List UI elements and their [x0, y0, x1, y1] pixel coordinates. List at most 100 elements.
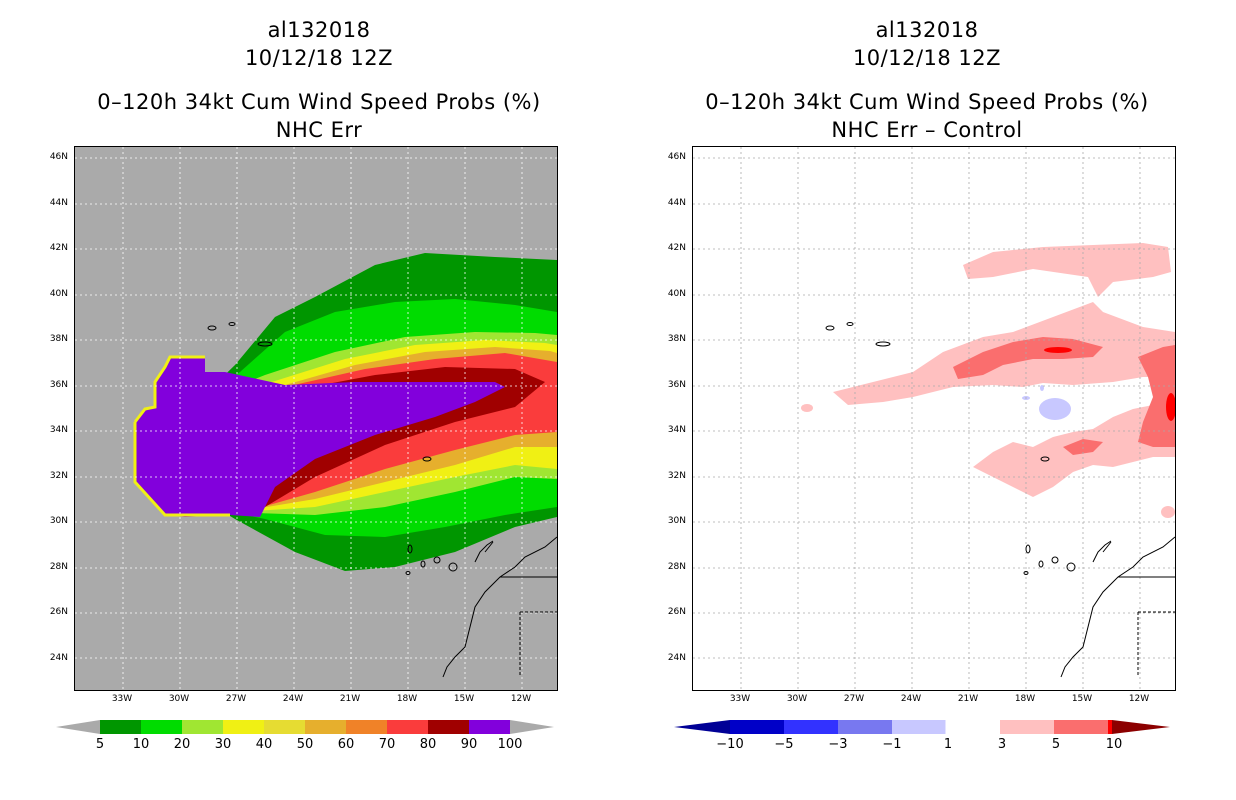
left-colorbar-low-arrow — [56, 720, 100, 734]
right-lat-label: 36N — [667, 380, 686, 390]
left-colorbar-box — [305, 720, 346, 734]
left-colorbar-label: 70 — [378, 737, 396, 752]
right-lon-label: 18W — [1014, 694, 1036, 704]
left-panel: al132018 10/12/18 12Z 0–120h 34kt Cum Wi… — [49, 18, 558, 752]
left-colorbar-box — [182, 720, 223, 734]
right-lat-label: 42N — [667, 243, 686, 253]
left-lon-label: 30W — [168, 694, 190, 704]
right-product-title: 0–120h 34kt Cum Wind Speed Probs (%) — [705, 90, 1149, 114]
right-lat-label: 34N — [667, 425, 686, 435]
left-colorbar — [56, 720, 554, 734]
left-lat-label: 26N — [49, 607, 68, 617]
left-lat-label: 34N — [49, 425, 68, 435]
left-lon-label: 33W — [111, 694, 133, 704]
left-colorbar-label: 5 — [95, 737, 105, 752]
right-lat-label: 38N — [667, 334, 686, 344]
right-lat-label: 28N — [667, 562, 686, 572]
right-colorbar-high-arrow — [1112, 720, 1170, 734]
right-colorbar-box — [784, 720, 838, 734]
right-lat-label: 26N — [667, 607, 686, 617]
left-lon-label: 18W — [396, 694, 418, 704]
left-colorbar-high-arrow — [510, 720, 554, 734]
left-colorbar-label: 50 — [296, 737, 314, 752]
left-lat-label: 42N — [49, 243, 68, 253]
right-lon-label: 15W — [1071, 694, 1093, 704]
left-lat-label: 46N — [49, 152, 68, 162]
left-subtitle: NHC Err — [275, 118, 363, 142]
right-lon-label: 27W — [843, 694, 865, 704]
right-lat-label: 32N — [667, 471, 686, 481]
right-lat-label: 24N — [667, 653, 686, 663]
right-lon-label: 21W — [957, 694, 979, 704]
right-colorbar-label: −5 — [774, 737, 794, 752]
right-colorbar-label: 1 — [943, 737, 953, 752]
right-colorbar-label: −3 — [828, 737, 848, 752]
left-colorbar-label: 60 — [337, 737, 355, 752]
left-lon-label: 21W — [339, 694, 361, 704]
left-lat-label: 24N — [49, 653, 68, 663]
left-product-title: 0–120h 34kt Cum Wind Speed Probs (%) — [97, 90, 541, 114]
prob-100-contour — [135, 357, 505, 517]
right-lat-label: 40N — [667, 289, 686, 299]
left-lat-label: 38N — [49, 334, 68, 344]
right-panel: al132018 10/12/18 12Z 0–120h 34kt Cum Wi… — [618, 0, 1236, 800]
left-colorbar-label: 100 — [497, 737, 523, 752]
right-colorbar-label: −10 — [716, 737, 744, 752]
right-lon-label: 24W — [900, 694, 922, 704]
right-lat-label: 30N — [667, 516, 686, 526]
left-coastlines — [207, 322, 557, 678]
right-lon-label: 12W — [1128, 694, 1150, 704]
left-lon-label: 12W — [510, 694, 532, 704]
right-colorbar-label: 10 — [1105, 737, 1123, 752]
right-colorbar-box — [838, 720, 892, 734]
left-colorbar-label: 10 — [132, 737, 150, 752]
left-colorbar-box — [100, 720, 141, 734]
left-colorbar-box — [223, 720, 264, 734]
left-colorbar-box — [469, 720, 510, 734]
left-datetime: 10/12/18 12Z — [244, 46, 394, 70]
left-lat-label: 44N — [49, 198, 68, 208]
right-colorbar — [674, 719, 1170, 735]
left-colorbar-box — [141, 720, 182, 734]
left-colorbar-box — [428, 720, 469, 734]
left-lat-label: 36N — [49, 380, 68, 390]
left-lat-label: 32N — [49, 471, 68, 481]
right-colorbar-box — [1054, 720, 1108, 734]
left-lon-label: 15W — [453, 694, 475, 704]
right-colorbar-box — [892, 720, 946, 734]
right-grid — [693, 147, 1175, 690]
left-colorbar-box — [346, 720, 387, 734]
left-storm-id: al132018 — [267, 18, 371, 42]
left-lon-label: 27W — [225, 694, 247, 704]
left-colorbar-box — [264, 720, 305, 734]
right-lon-label: 30W — [786, 694, 808, 704]
left-colorbar-label: 30 — [214, 737, 232, 752]
diff-positive-5-10 — [1044, 347, 1175, 421]
right-colorbar-label: −1 — [882, 737, 902, 752]
right-coastlines — [825, 322, 1175, 678]
left-lat-label: 30N — [49, 516, 68, 526]
left-colorbar-label: 80 — [419, 737, 437, 752]
prob-edge-rim — [133, 355, 230, 517]
right-colorbar-label: 3 — [997, 737, 1007, 752]
right-lat-label: 46N — [667, 152, 686, 162]
right-lon-label: 33W — [729, 694, 751, 704]
left-grid — [75, 147, 557, 690]
right-storm-id: al132018 — [875, 18, 979, 42]
left-lat-label: 40N — [49, 289, 68, 299]
right-colorbar-low-arrow — [674, 720, 730, 734]
left-lat-label: 28N — [49, 562, 68, 572]
left-map-plot — [75, 147, 557, 690]
right-datetime: 10/12/18 12Z — [852, 46, 1002, 70]
right-colorbar-box — [1108, 720, 1112, 734]
left-colorbar-label: 90 — [460, 737, 478, 752]
right-colorbar-box — [1000, 720, 1054, 734]
diff-negative-1-3 — [1022, 385, 1071, 420]
right-colorbar-box — [730, 720, 784, 734]
right-map-plot — [693, 147, 1175, 690]
left-map — [74, 146, 558, 691]
right-lat-label: 44N — [667, 198, 686, 208]
left-colorbar-box — [387, 720, 428, 734]
right-map — [692, 146, 1176, 691]
left-colorbar-label: 20 — [173, 737, 191, 752]
